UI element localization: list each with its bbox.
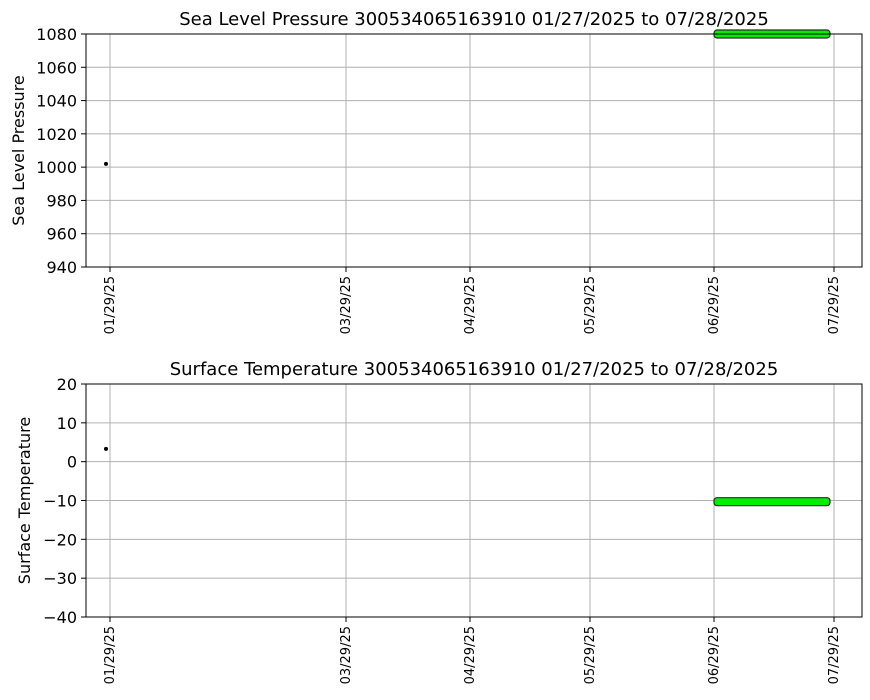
y-tick-label: −10 [43,492,77,511]
x-tick-label: 01/29/25 [103,276,118,334]
y-tick-label: 1060 [36,58,77,77]
data-point [104,446,108,451]
chart-panel-0: 940 960 980 1000 1020 1040 1060 1080 01/29/25 03/… [9,9,863,334]
data-point-band [713,497,831,507]
x-tick-label: 06/29/25 [707,626,722,684]
y-tick-label: 20 [57,375,77,394]
y-tick-label: −20 [43,530,77,549]
y-tick-label: 940 [46,258,77,277]
x-tick-label: 01/29/25 [103,626,118,684]
chart-title: Surface Temperature 300534065163910 01/2… [170,359,779,380]
y-axis-label: Sea Level Pressure [9,75,28,226]
y-tick-label: 960 [46,225,77,244]
x-tick-label: 07/29/25 [827,626,842,684]
y-tick-label: 1080 [36,25,77,44]
x-tick-label: 03/29/25 [339,276,354,334]
chart-panel-1: −40 −30 −20 −10 0 10 20 01/29/25 03/29/25 04/29/2… [15,359,863,684]
plot-frame [85,383,863,618]
x-tick-label: 07/29/25 [827,276,842,334]
chart-title: Sea Level Pressure 300534065163910 01/27… [179,9,769,30]
x-tick-label: 05/29/25 [583,626,598,684]
x-tick-label: 04/29/25 [463,626,478,684]
x-tick-label: 05/29/25 [583,276,598,334]
y-tick-label: 10 [57,414,77,433]
y-tick-label: 980 [46,191,77,210]
x-tick-label: 06/29/25 [707,276,722,334]
y-axis-label: Surface Temperature [15,417,34,584]
plot-frame [85,33,863,268]
y-tick-label: 1040 [36,92,77,111]
y-tick-label: 1020 [36,125,77,144]
data-point [104,161,108,166]
y-tick-label: −30 [43,569,77,588]
y-tick-label: 1000 [36,158,77,177]
y-tick-label: 0 [67,453,77,472]
x-tick-label: 04/29/25 [463,276,478,334]
x-tick-label: 03/29/25 [339,626,354,684]
y-tick-label: −40 [43,608,77,627]
